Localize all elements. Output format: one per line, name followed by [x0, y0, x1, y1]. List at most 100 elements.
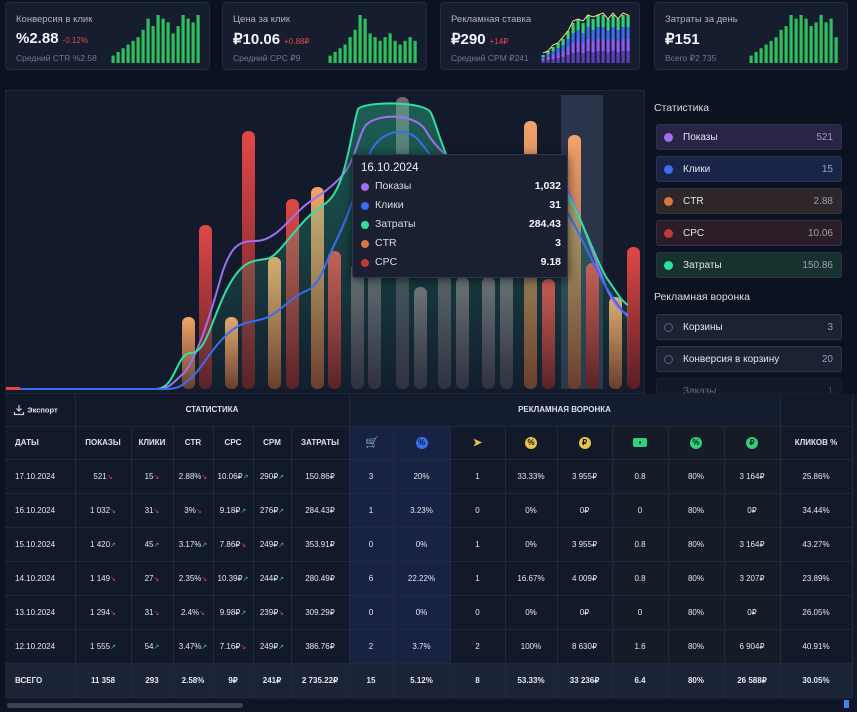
- table-row[interactable]: 16.10.2024 1 032↘ 31↘ 3%↘ 9.18₽↗ 276₽↗ 284.43₽…: [5, 493, 853, 528]
- spark-bar: [824, 22, 828, 63]
- spark-bar: [541, 55, 545, 57]
- scrollbar-thumb[interactable]: [7, 703, 243, 708]
- cell-funnel: 0%: [393, 527, 451, 562]
- cell-funnel: 4 009₽: [557, 561, 613, 596]
- col-buyout-percent[interactable]: %: [668, 426, 725, 460]
- kpi-card-cpc[interactable]: Цена за клик ₽10.06 +0.88₽ Средний CPC ₽9: [222, 2, 427, 70]
- kpi-card-cpm[interactable]: Рекламная ставка ₽290 +14₽ Средний CPM ₽2…: [440, 2, 640, 70]
- col-orders[interactable]: ➤: [450, 426, 506, 460]
- table-row[interactable]: 14.10.2024 1 149↘ 27↘ 2.35%↘ 10.39₽↗ 244₽↗ 280…: [5, 561, 853, 596]
- legend-item-ctr[interactable]: CTR 2.88: [656, 188, 842, 214]
- kpi-value: ₽151: [665, 30, 704, 48]
- hover-marker: [6, 387, 20, 390]
- spark-bar: [166, 22, 170, 63]
- col-cpc[interactable]: CPC: [213, 426, 254, 460]
- cell-clicks-percent: 25.86%: [780, 459, 853, 494]
- cell-cpc: 10.39₽↗: [213, 561, 254, 596]
- cell-text: 10.06₽: [217, 471, 243, 481]
- cell-funnel: 0.8: [612, 561, 669, 596]
- legend-item-shows[interactable]: Показы 521: [656, 124, 842, 150]
- horizontal-scrollbar[interactable]: [5, 700, 857, 712]
- cell-funnel: 0: [450, 595, 506, 630]
- spark-bar: [541, 59, 545, 61]
- spark-bar: [621, 27, 625, 39]
- col-ctr[interactable]: CTR: [173, 426, 214, 460]
- cell-cpc: 7.16₽↘: [213, 629, 254, 664]
- cell-cpc: 9.98₽↗: [213, 595, 254, 630]
- spark-bar: [571, 23, 575, 33]
- spark-bar: [784, 26, 788, 63]
- stats-table[interactable]: Экспорт СТАТИСТИКА РЕКЛАМНАЯ ВОРОНКА ДАТ…: [5, 394, 857, 700]
- table-row[interactable]: 15.10.2024 1 420↗ 45↗ 3.17%↗ 7.86₽↘ 249₽↗ 353.…: [5, 527, 853, 562]
- col-carts[interactable]: 🛒: [349, 426, 394, 460]
- legend-dot: [664, 323, 673, 332]
- cell-text: 3.17%: [178, 539, 202, 549]
- legend-dot: [361, 202, 369, 210]
- spark-bar: [551, 55, 555, 59]
- main-chart[interactable]: [5, 90, 645, 394]
- cell-funnel: 0.8: [612, 527, 669, 562]
- trend-up-icon: ↗: [201, 643, 208, 651]
- cell-funnel: 0₽: [557, 595, 613, 630]
- cell-text: 249₽: [259, 539, 279, 549]
- col-clicks-percent[interactable]: КЛИКОВ %: [780, 426, 853, 460]
- legend-item-cpc[interactable]: CPC 10.06: [656, 220, 842, 246]
- cell-clicks: 15↘: [131, 459, 174, 494]
- spark-bar: [591, 52, 595, 63]
- legend-item-clicks[interactable]: Клики 15: [656, 156, 842, 182]
- stats-heading: Статистика: [654, 102, 710, 114]
- col-cpm[interactable]: CPM: [253, 426, 292, 460]
- export-button[interactable]: Экспорт: [5, 394, 76, 427]
- cell-date: 16.10.2024: [5, 493, 76, 528]
- kpi-card-spend[interactable]: Затраты за день ₽151 Всего ₽2 735: [654, 2, 848, 70]
- cell-total-funnel: 6.4: [612, 663, 669, 698]
- funnel-item-orders[interactable]: Заказы 1: [656, 378, 842, 394]
- legend-item-spend[interactable]: Затраты 150.86: [656, 252, 842, 278]
- trend-up-icon: ↗: [240, 507, 247, 515]
- legend-label: CTR: [683, 196, 704, 207]
- trend-down-icon: ↘: [153, 609, 160, 617]
- col-spend[interactable]: ЗАТРАТЫ: [291, 426, 350, 460]
- legend-label: CPC: [683, 228, 705, 239]
- col-clicks[interactable]: КЛИКИ: [131, 426, 174, 460]
- cell-ctr: 2.88%↘: [173, 459, 214, 494]
- col-dates[interactable]: ДАТЫ: [5, 426, 76, 460]
- col-buyouts[interactable]: ▪: [612, 426, 669, 460]
- spark-bar: [606, 30, 610, 41]
- table-row[interactable]: 12.10.2024 1 555↗ 54↗ 3.47%↗ 7.16₽↘ 249₽↗ 386.…: [5, 629, 853, 664]
- table-row[interactable]: 13.10.2024 1 294↘ 31↘ 2.4%↘ 9.98₽↗ 239₽↘ 309.2…: [5, 595, 853, 630]
- cell-funnel: 80%: [668, 493, 725, 528]
- kpi-sparkline: [749, 15, 838, 63]
- kpi-card-ctr[interactable]: Конверсия в клик %2.88 -0.12% Средний CTR…: [5, 2, 210, 70]
- spark-bar: [111, 55, 115, 63]
- legend-value: 521: [816, 132, 833, 143]
- cell-funnel: 16.67%: [505, 561, 558, 596]
- kpi-sparkline: [541, 12, 630, 63]
- table-row[interactable]: 17.10.2024 521↘ 15↘ 2.88%↘ 10.06₽↗ 290₽↗ 150.8…: [5, 459, 853, 494]
- spark-bar: [606, 52, 610, 63]
- legend-value: 1: [827, 386, 833, 394]
- tooltip-row-shows: Показы 1,032: [361, 180, 561, 194]
- cell-funnel: 0₽: [724, 493, 781, 528]
- spark-bar: [383, 37, 387, 63]
- col-cart-conversion[interactable]: %: [393, 426, 451, 460]
- trend-up-icon: ↗: [278, 473, 285, 481]
- bar-mark: [627, 247, 640, 389]
- funnel-item-cart-conversion[interactable]: Конверсия в корзину 20: [656, 346, 842, 372]
- col-order-conversion[interactable]: %: [505, 426, 558, 460]
- spark-bar: [551, 59, 555, 63]
- cell-total-funnel: 5.12%: [393, 663, 451, 698]
- spark-bar: [571, 43, 575, 53]
- spark-bar: [779, 29, 783, 63]
- trend-down-icon: ↘: [153, 507, 160, 515]
- cell-funnel: 0.8: [612, 459, 669, 494]
- funnel-item-carts[interactable]: Корзины 3: [656, 314, 842, 340]
- col-shows[interactable]: ПОКАЗЫ: [75, 426, 132, 460]
- col-buyout-revenue[interactable]: ₽: [724, 426, 781, 460]
- col-order-revenue[interactable]: ₽: [557, 426, 613, 460]
- spark-bar: [814, 22, 818, 63]
- cell-cpm: 290₽↗: [253, 459, 292, 494]
- cell-funnel: 1.6: [612, 629, 669, 664]
- spark-line: [542, 12, 629, 54]
- cell-text: 1 420: [90, 539, 111, 549]
